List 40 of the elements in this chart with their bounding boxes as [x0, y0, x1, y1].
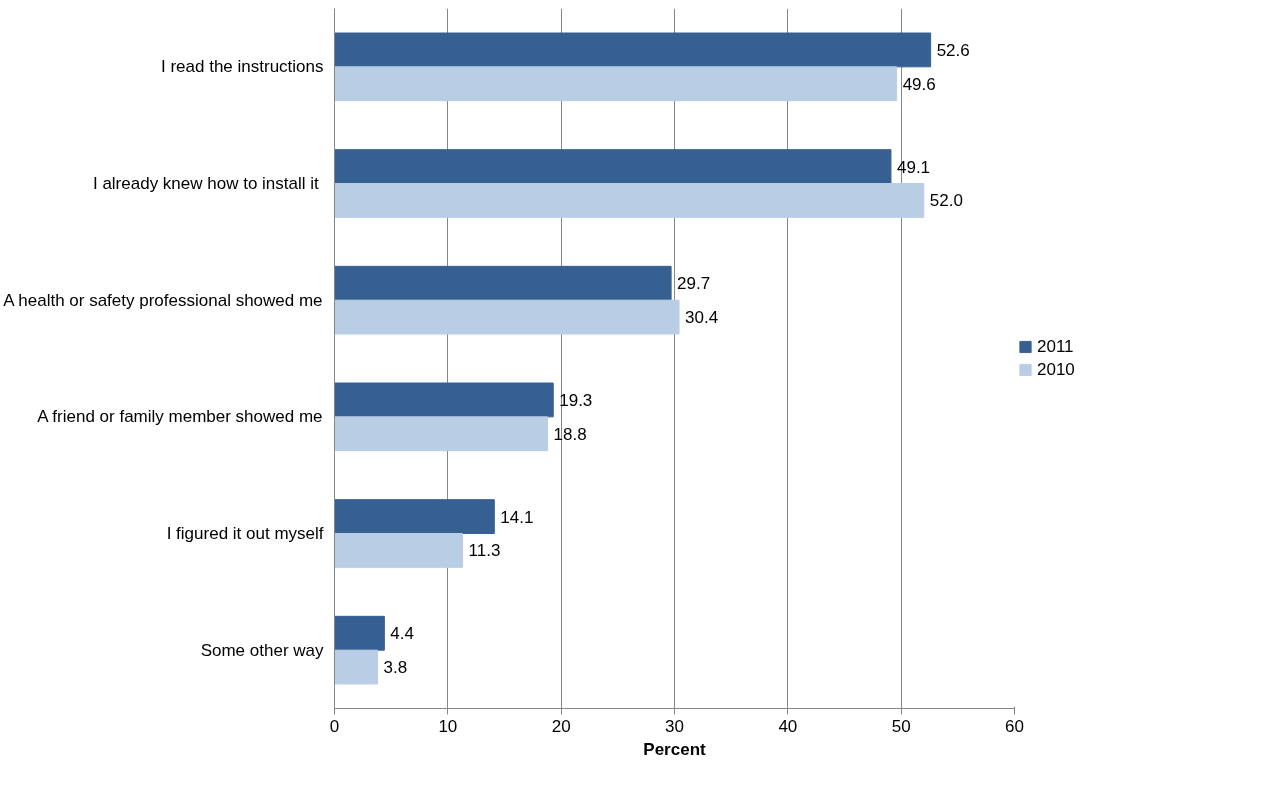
x-axis-title: Percent: [643, 739, 707, 759]
data-label: 11.3: [468, 541, 501, 561]
data-label: 52.6: [936, 40, 970, 60]
data-label: 4.4: [390, 624, 415, 644]
y-tick-label: A health or safety professional showed me: [3, 290, 323, 310]
x-tick-label: 10: [438, 716, 458, 736]
y-tick-label: I figured it out myself: [166, 524, 324, 543]
bar: [334, 299, 680, 335]
data-label: 49.1: [896, 157, 931, 177]
data-label: 18.8: [553, 424, 587, 444]
data-label: 14.1: [500, 507, 534, 527]
bar: [334, 615, 385, 651]
legend-label: 2010: [1037, 359, 1075, 380]
legend-label: 2011: [1037, 336, 1074, 357]
bar: [334, 66, 898, 102]
bar: [334, 265, 672, 301]
data-label: 52.0: [929, 191, 963, 211]
bar: [334, 416, 549, 452]
x-tick-label: 50: [891, 716, 911, 736]
bar: [334, 32, 932, 68]
bar: [334, 382, 554, 418]
y-tick-label: I read the instructions: [160, 57, 324, 77]
x-tick-label: 60: [1005, 716, 1024, 736]
data-label: 29.7: [677, 274, 711, 294]
bar: [334, 149, 892, 184]
bar: [334, 499, 495, 534]
y-tick-label: Some other way: [200, 640, 324, 660]
y-tick-label: A friend or family member showed me: [37, 407, 323, 427]
bar: [334, 533, 464, 568]
y-tick-label: I already knew how to install it: [92, 174, 320, 193]
data-label: 3.8: [383, 658, 408, 678]
data-label: 49.6: [902, 74, 936, 94]
x-tick-label: 40: [778, 716, 798, 736]
x-tick-label: 0: [329, 716, 340, 736]
x-tick-label: 20: [551, 716, 571, 736]
bar: [334, 183, 925, 218]
bar: [334, 649, 379, 685]
data-label: 30.4: [685, 308, 719, 328]
x-tick-label: 30: [665, 716, 684, 736]
data-label: 19.3: [559, 390, 593, 410]
